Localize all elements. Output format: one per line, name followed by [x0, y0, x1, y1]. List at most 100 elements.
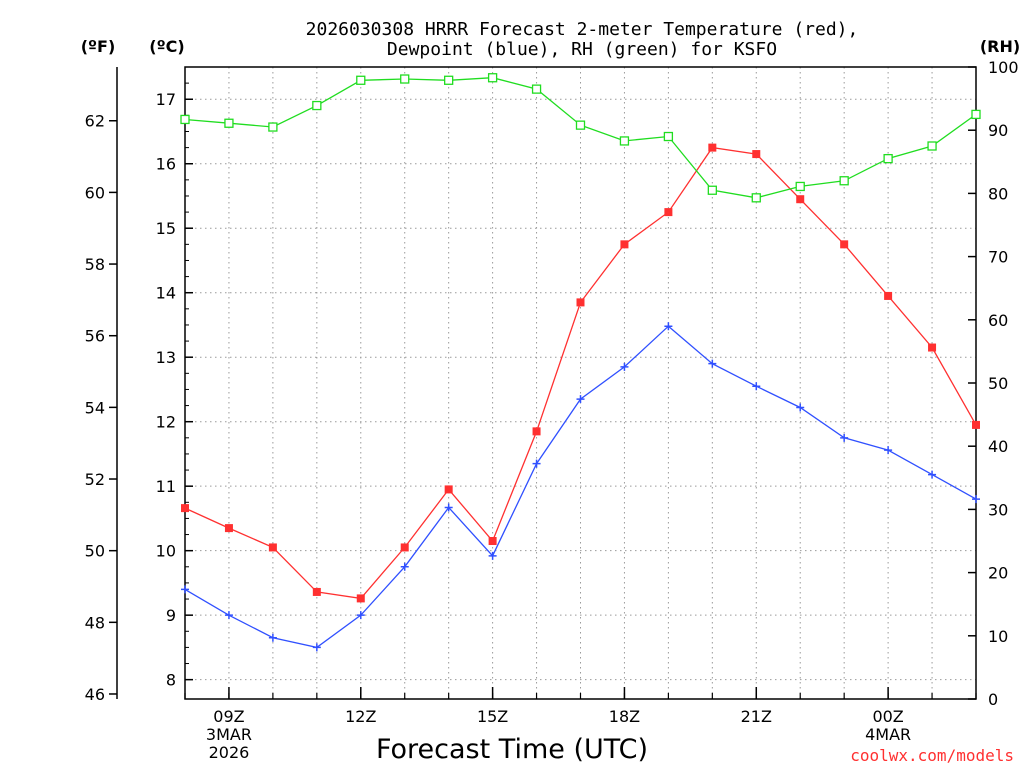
rh-point [224, 118, 234, 128]
temperature-point [884, 291, 893, 300]
fahrenheit-tick-label: 54 [85, 398, 105, 417]
rh-point [444, 75, 454, 85]
rh-point [795, 181, 805, 192]
rh-tick-label: 80 [988, 184, 1008, 203]
fahrenheit-tick-label: 58 [85, 255, 105, 274]
temperature-point [664, 208, 673, 217]
temperature-point [400, 543, 409, 552]
rh-axis: 0 10 20 30 40 50 60 70 80 90 100 [968, 58, 1019, 709]
chart-title-line2: Dewpoint (blue), RH (green) for KSFO [387, 39, 777, 60]
rh-tick-label: 40 [988, 437, 1008, 456]
celsius-tick-label: 14 [156, 284, 176, 303]
series-group [180, 73, 981, 652]
rh-point [927, 141, 937, 151]
fahrenheit-tick-label: 56 [85, 327, 105, 346]
rh-tick-label: 90 [988, 121, 1008, 140]
rh-point [356, 75, 366, 85]
x-tick-label: 00Z [872, 707, 903, 726]
temperature-point [224, 524, 233, 533]
rh-point [487, 73, 498, 83]
dewpoint-point [840, 433, 849, 442]
dewpoint-point [268, 633, 277, 642]
dewpoint-point [708, 359, 717, 368]
dewpoint-point [796, 403, 805, 412]
rh-point [971, 109, 981, 120]
rh-tick-label: 30 [988, 500, 1008, 519]
dewpoint-point [181, 585, 189, 594]
celsius-tick-label: 9 [166, 606, 176, 625]
dewpoint-point [312, 643, 321, 652]
temperature-point [181, 504, 189, 513]
rh-point [312, 100, 322, 111]
dewpoint-point [576, 395, 585, 404]
x-tick-label: 4MAR [865, 725, 911, 744]
temperature-point [444, 485, 453, 494]
temperature-point [708, 143, 717, 152]
dewpoint-point [884, 446, 893, 455]
rh-point [575, 120, 586, 130]
fahrenheit-tick-label: 48 [85, 613, 105, 632]
dewpoint-point [400, 562, 409, 571]
rh-point [268, 122, 278, 132]
celsius-tick-label: 11 [156, 477, 176, 496]
fahrenheit-unit-label: (ºF) [81, 37, 116, 56]
celsius-unit-label: (ºC) [149, 37, 184, 56]
temperature-point [488, 537, 497, 545]
dewpoint-point [664, 322, 673, 331]
chart-title-line1: 2026030308 HRRR Forecast 2-meter Tempera… [306, 19, 859, 40]
rh-point [883, 153, 893, 164]
dewpoint-point [488, 551, 497, 560]
celsius-axis: 8 9 10 11 12 13 14 15 16 17 [156, 66, 193, 690]
rh-tick-label: 50 [988, 374, 1008, 393]
rh-point [531, 84, 542, 94]
rh-tick-label: 10 [988, 627, 1008, 646]
rh-tick-label: 60 [988, 311, 1008, 330]
x-tick-label: 18Z [609, 707, 640, 726]
temperature-point [972, 420, 980, 429]
dewpoint-point [532, 459, 541, 468]
dewpoint-point [928, 470, 937, 479]
x-tick-label: 21Z [741, 707, 772, 726]
x-tick-label: 3MAR [206, 725, 252, 744]
rh-point [707, 185, 717, 195]
temperature-point [840, 240, 849, 249]
dewpoint-line [184, 325, 977, 649]
temperature-point [752, 150, 761, 159]
dewpoint-point [356, 611, 365, 620]
x-tick-label: 09Z [213, 707, 244, 726]
axes [116, 66, 977, 700]
dewpoint-point [972, 495, 980, 504]
rh-point [839, 176, 849, 186]
dewpoint-point [620, 362, 629, 371]
temperature-point [268, 543, 277, 552]
fahrenheit-tick-label: 62 [85, 112, 105, 131]
rh-point [751, 193, 761, 203]
fahrenheit-tick-label: 60 [85, 183, 105, 202]
rh-unit-label: (RH) [980, 37, 1020, 56]
celsius-tick-label: 8 [166, 671, 176, 690]
dewpoint-point [444, 503, 453, 512]
rh-tick-label: 0 [988, 690, 998, 709]
temperature-point [928, 343, 937, 352]
x-axis-label: Forecast Time (UTC) [376, 734, 648, 765]
fahrenheit-tick-label: 52 [85, 470, 105, 489]
temperature-point [576, 298, 585, 307]
temperature-point [532, 427, 541, 436]
rh-point [180, 114, 190, 125]
dewpoint-point [224, 611, 233, 620]
fahrenheit-axis: 46 48 50 52 54 56 58 60 62 [85, 112, 117, 704]
rh-point [663, 131, 674, 142]
rh-tick-label: 100 [988, 58, 1019, 77]
temperature-point [620, 240, 629, 249]
credit-label: coolwx.com/models [850, 746, 1014, 765]
fahrenheit-tick-label: 46 [85, 685, 105, 704]
temperature-point [796, 195, 805, 204]
x-tick-label: 15Z [477, 707, 508, 726]
celsius-tick-label: 13 [156, 348, 176, 367]
x-tick-label: 2026 [209, 743, 250, 762]
x-tick-label: 12Z [345, 707, 376, 726]
rh-tick-label: 20 [988, 564, 1008, 583]
temperature-point [312, 587, 321, 596]
